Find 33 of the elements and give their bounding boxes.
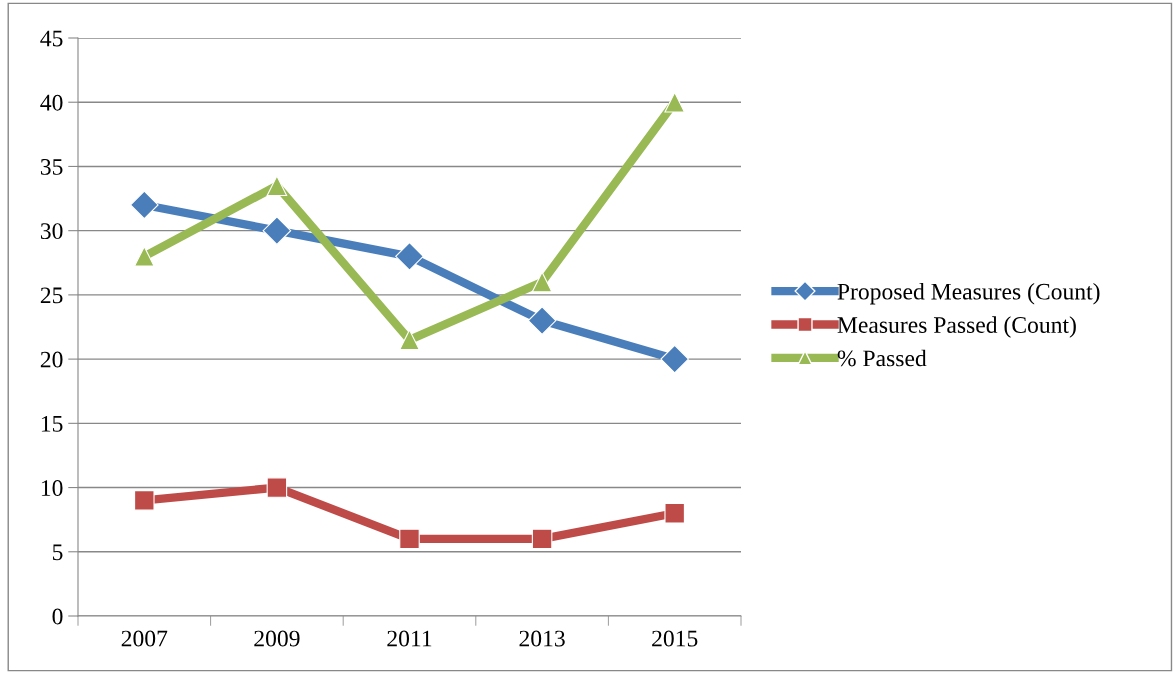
point xyxy=(531,528,553,550)
point xyxy=(129,190,159,220)
point xyxy=(266,175,288,196)
legend-label: % Passed xyxy=(837,349,927,367)
point xyxy=(134,490,155,511)
y-tick-label: 15 xyxy=(41,415,63,432)
point xyxy=(660,344,690,374)
y-tick-label: 25 xyxy=(40,287,63,304)
y-tick-label: 35 xyxy=(40,159,63,175)
point xyxy=(266,477,288,498)
y-tick-label: 5 xyxy=(52,544,63,561)
legend-label: Measures Passed (Count) xyxy=(837,316,1076,338)
point xyxy=(399,329,420,351)
y-tick-label: 0 xyxy=(52,608,63,625)
point xyxy=(262,216,292,245)
point xyxy=(664,91,685,113)
x-tick-label: 2009 xyxy=(254,630,300,647)
y-tick-label: 20 xyxy=(40,351,63,368)
point xyxy=(664,502,685,524)
x-tick-label: 2013 xyxy=(519,630,565,647)
y-tick-label: 30 xyxy=(40,223,63,240)
point xyxy=(395,242,424,271)
point xyxy=(527,306,557,335)
y-tick-label: 45 xyxy=(40,30,63,47)
legend-label: Proposed Measures (Count) xyxy=(837,283,1100,305)
point xyxy=(134,246,155,267)
y-tick-label: 40 xyxy=(40,94,63,111)
x-tick-label: 2015 xyxy=(652,630,698,647)
x-tick-label: 2011 xyxy=(387,630,432,647)
point xyxy=(399,528,420,550)
point xyxy=(531,271,553,293)
x-tick-label: 2007 xyxy=(121,630,168,647)
y-tick-label: 10 xyxy=(41,480,63,496)
